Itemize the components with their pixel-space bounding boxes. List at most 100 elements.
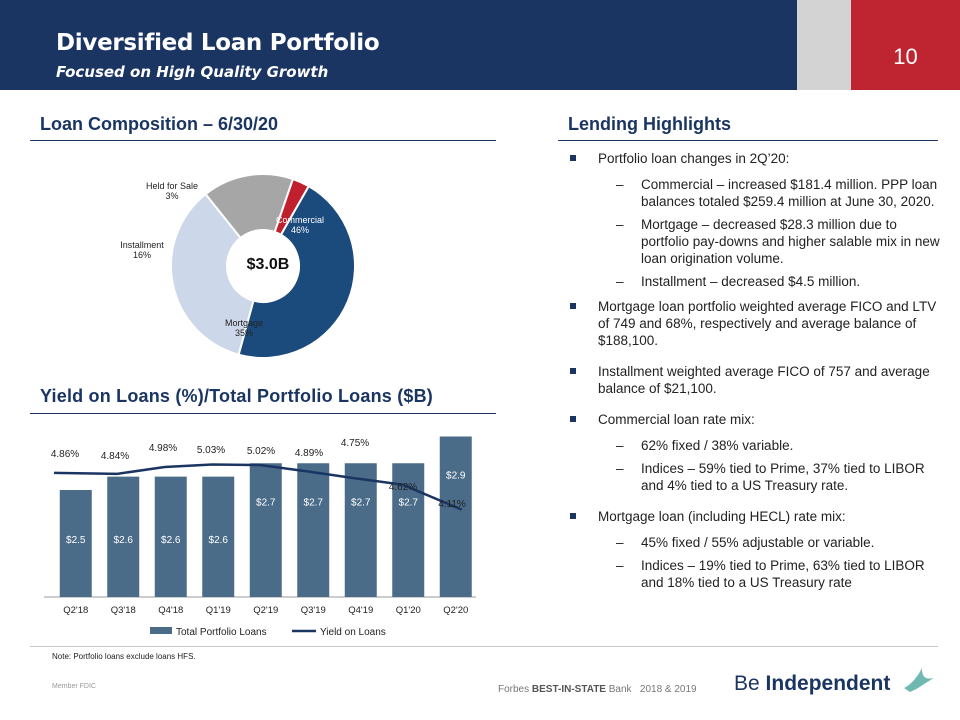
composition-rule: [30, 140, 496, 141]
bar-data-label: $2.6: [114, 535, 134, 546]
header-red-block: [851, 0, 960, 90]
highlights-title: Lending Highlights: [568, 114, 731, 134]
highlight-text: Commercial loan rate mix:: [598, 412, 755, 427]
bar-total-loans: [249, 463, 282, 597]
yield-data-label: 4.98%: [149, 443, 177, 454]
footnote: Note: Portfolio loans exclude loans HFS.: [52, 652, 196, 661]
highlight-bullet: Commercial loan rate mix:: [568, 411, 948, 428]
x-tick-label: Q4'18: [158, 605, 183, 616]
forbes-suffix: Bank 2018 & 2019: [608, 684, 697, 695]
highlight-bullet: Portfolio loan changes in 2Q’20:: [568, 150, 948, 167]
bar-data-label: $2.7: [399, 497, 419, 508]
bar-data-label: $2.9: [446, 471, 466, 482]
highlight-sub: – Mortgage – decreased $28.3 million due…: [568, 216, 948, 267]
legend-label-line: Yield on Loans: [320, 627, 386, 638]
highlight-text: Mortgage loan portfolio weighted average…: [598, 299, 937, 348]
highlight-sub: – Installment – decreased $4.5 million.: [568, 273, 948, 290]
highlight-sub: – Commercial – increased $181.4 million.…: [568, 176, 948, 210]
yield-data-label: 4.86%: [51, 449, 79, 460]
yield-line: [53, 463, 463, 511]
donut-label-commercial-value: 46%: [290, 225, 309, 235]
yield-data-label: 4.75%: [341, 438, 369, 449]
highlight-sub: – 62% fixed / 38% variable.: [568, 437, 948, 454]
bar-total-loans: [154, 476, 187, 597]
donut-label-mortgage-value: 35%: [234, 328, 253, 338]
highlight-sub-text: Indices – 19% tied to Prime, 63% tied to…: [641, 558, 925, 590]
bar-data-label: $2.5: [66, 535, 86, 546]
x-tick-label: Q4'19: [348, 605, 373, 616]
highlight-text: Installment weighted average FICO of 757…: [598, 364, 930, 396]
highlight-bullet: Mortgage loan portfolio weighted average…: [568, 298, 948, 349]
highlight-sub-text: 45% fixed / 55% adjustable or variable.: [641, 535, 875, 550]
bird-logo-icon: [904, 668, 934, 692]
x-tick-label: Q1'19: [206, 605, 231, 616]
bullet-square-icon: [570, 416, 576, 422]
donut-label-commercial: Commercial 46%: [255, 215, 345, 235]
x-tick-label: Q3'18: [111, 605, 136, 616]
highlight-sub-text: Installment – decreased $4.5 million.: [641, 274, 861, 289]
legend-swatch-bars: [150, 627, 172, 634]
page-number: 10: [893, 44, 918, 69]
page-subtitle: Focused on High Quality Growth: [56, 63, 329, 81]
highlights-list: Portfolio loan changes in 2Q’20: – Comme…: [568, 150, 948, 591]
highlight-sub: – Indices – 59% tied to Prime, 37% tied …: [568, 460, 948, 494]
logo-independent: Independent: [765, 672, 891, 695]
bar-data-label: $2.6: [209, 535, 229, 546]
highlight-text: Mortgage loan (including HECL) rate mix:: [598, 509, 846, 524]
composition-title: Loan Composition – 6/30/20: [40, 114, 279, 134]
bar-total-loans: [297, 463, 330, 597]
donut-label-commercial-name: Commercial: [275, 215, 324, 225]
x-tick-label: Q1'20: [396, 605, 421, 616]
yield-title: Yield on Loans (%)/Total Portfolio Loans…: [40, 386, 433, 406]
fdic-badge: Member FDIC: [52, 683, 96, 690]
bar-total-loans: [107, 476, 140, 597]
yield-data-label: 4.84%: [101, 451, 129, 462]
donut-label-installment-name: Installment: [120, 240, 164, 250]
header-gray-block: [797, 0, 851, 90]
footer-rule: [30, 646, 938, 647]
page-title: Diversified Loan Portfolio: [56, 30, 380, 56]
x-tick-label: Q3'19: [301, 605, 326, 616]
bar-data-label: $2.7: [351, 497, 371, 508]
highlight-bullet: Installment weighted average FICO of 757…: [568, 363, 948, 397]
donut-slice-commercial: [237, 184, 356, 359]
highlight-sub-text: Mortgage – decreased $28.3 million due t…: [641, 217, 940, 266]
forbes-award: Forbes BEST-IN-STATE Bank 2018 & 2019: [498, 684, 697, 695]
bar-total-loans: [439, 436, 472, 597]
yield-rule: [30, 413, 496, 414]
yield-data-label: 5.02%: [247, 446, 275, 457]
donut-slice-held-for-sale: [273, 177, 311, 237]
donut-label-mortgage-name: Mortgage: [224, 318, 264, 328]
x-tick-label: Q2'19: [253, 605, 278, 616]
forbes-bold: BEST-IN-STATE: [531, 684, 606, 695]
donut-center-label: $3.0B: [246, 256, 290, 273]
donut-label-installment-value: 16%: [132, 250, 151, 260]
header-banner: Diversified Loan Portfolio Focused on Hi…: [0, 0, 797, 90]
yield-data-label: 4.89%: [295, 448, 323, 459]
dash-icon: –: [616, 438, 624, 453]
bullet-square-icon: [570, 303, 576, 309]
bar-data-label: $2.7: [256, 497, 276, 508]
x-tick-label: Q2'18: [63, 605, 88, 616]
bar-data-label: $2.6: [161, 535, 181, 546]
bar-total-loans: [392, 463, 425, 597]
highlights-rule: [558, 140, 938, 141]
legend-label-bars: Total Portfolio Loans: [176, 627, 267, 638]
bar-total-loans: [344, 463, 377, 597]
donut-label-installment: Installment 16%: [102, 240, 182, 260]
donut-label-held-for-sale: Held for Sale 3%: [132, 181, 212, 201]
donut-label-mortgage: Mortgage 35%: [199, 318, 289, 338]
highlight-sub-text: Indices – 59% tied to Prime, 37% tied to…: [641, 461, 925, 493]
donut-slice-mortgage: [170, 192, 255, 356]
yield-data-label: 5.03%: [197, 445, 225, 456]
highlight-text: Portfolio loan changes in 2Q’20:: [598, 151, 790, 166]
dash-icon: –: [616, 274, 624, 289]
bullet-square-icon: [570, 155, 576, 161]
highlight-bullet: Mortgage loan (including HECL) rate mix:: [568, 508, 948, 525]
highlight-sub-text: Commercial – increased $181.4 million. P…: [641, 177, 938, 209]
bullet-square-icon: [570, 368, 576, 374]
dash-icon: –: [616, 535, 624, 550]
logo-be: Be: [734, 672, 760, 695]
